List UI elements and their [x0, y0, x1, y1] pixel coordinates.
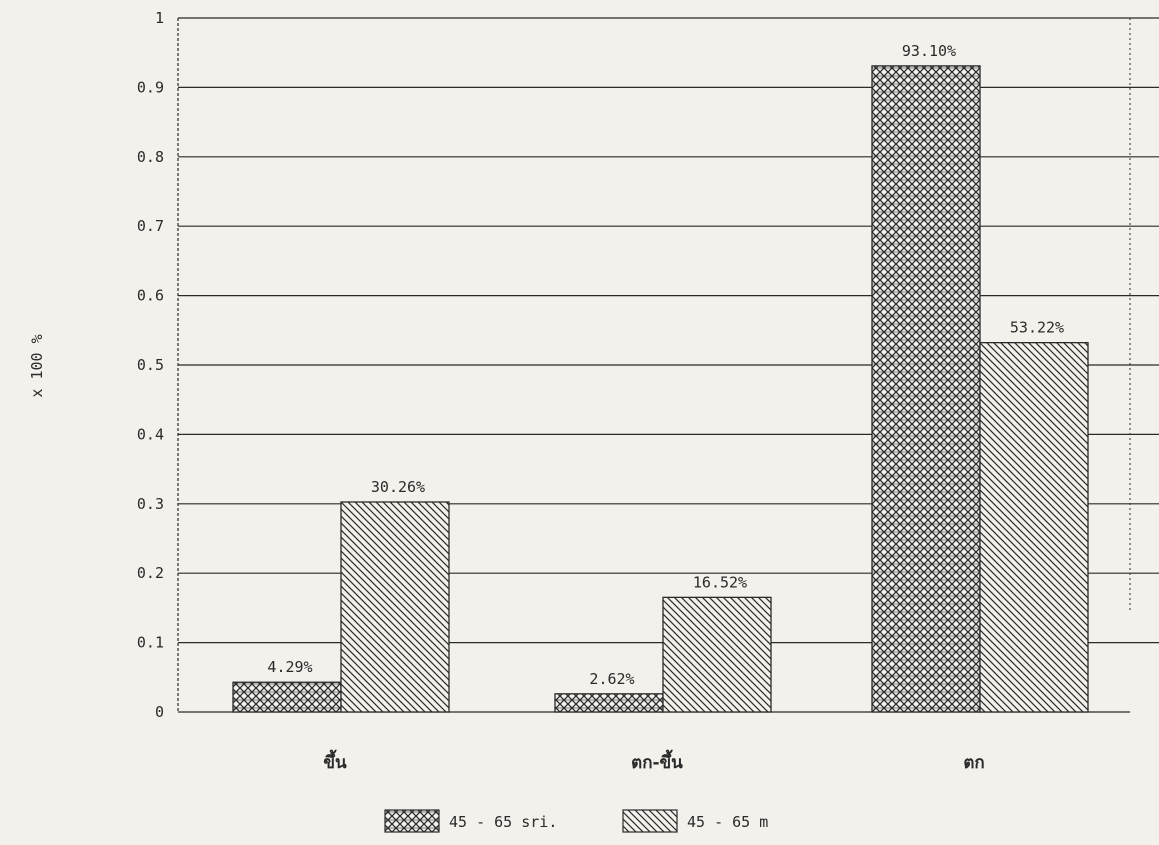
- bar-m-2: [979, 342, 1089, 713]
- y-tick-label: 0.5: [137, 356, 164, 374]
- legend-swatch-sri: [384, 809, 440, 833]
- y-tick-label: 0: [155, 703, 164, 721]
- bar-m-0: [340, 501, 450, 713]
- legend-label-m: 45 - 65 m: [687, 813, 768, 831]
- data-label: 53.22%: [1010, 319, 1064, 337]
- bar-m-1: [662, 596, 772, 713]
- data-label: 2.62%: [589, 670, 634, 688]
- x-category-label: ขึ้น: [323, 749, 347, 773]
- axes: 0 0.1 0.2 0.3 0.4 0.5 0.6 0.7 0.8 0.9 1 x 100 % ขึ้น…: [28, 9, 1131, 773]
- data-labels: 4.29% 30.26% 2.62% 16.52% 93.10% 53.22%: [267, 42, 1064, 688]
- y-tick-label: 0.2: [137, 564, 164, 582]
- y-tick-label: 0.1: [137, 634, 164, 652]
- data-label: 30.26%: [371, 478, 425, 496]
- y-tick-label: 0.3: [137, 495, 164, 513]
- x-category-label: ตก: [963, 753, 984, 773]
- y-tick-label: 0.6: [137, 287, 164, 305]
- legend: 45 - 65 sri. 45 - 65 m: [384, 809, 768, 833]
- data-label: 93.10%: [902, 42, 956, 60]
- x-category-label: ตก-ขึ้น: [631, 749, 683, 773]
- y-tick-label: 0.9: [137, 78, 164, 96]
- legend-swatch-m: [622, 809, 678, 833]
- y-tick-label: 1: [155, 9, 164, 27]
- bar-sri-2: [871, 65, 981, 713]
- y-tick-label: 0.8: [137, 148, 164, 166]
- data-label: 16.52%: [693, 573, 747, 591]
- legend-label-sri: 45 - 65 sri.: [449, 813, 557, 831]
- y-tick-label: 0.7: [137, 217, 164, 235]
- y-axis-title: x 100 %: [28, 334, 46, 397]
- y-tick-label: 0.4: [137, 425, 164, 443]
- bar-sri-0: [232, 681, 342, 713]
- bar-sri-1: [554, 693, 664, 713]
- bars: [232, 65, 1089, 713]
- data-label: 4.29%: [267, 658, 312, 676]
